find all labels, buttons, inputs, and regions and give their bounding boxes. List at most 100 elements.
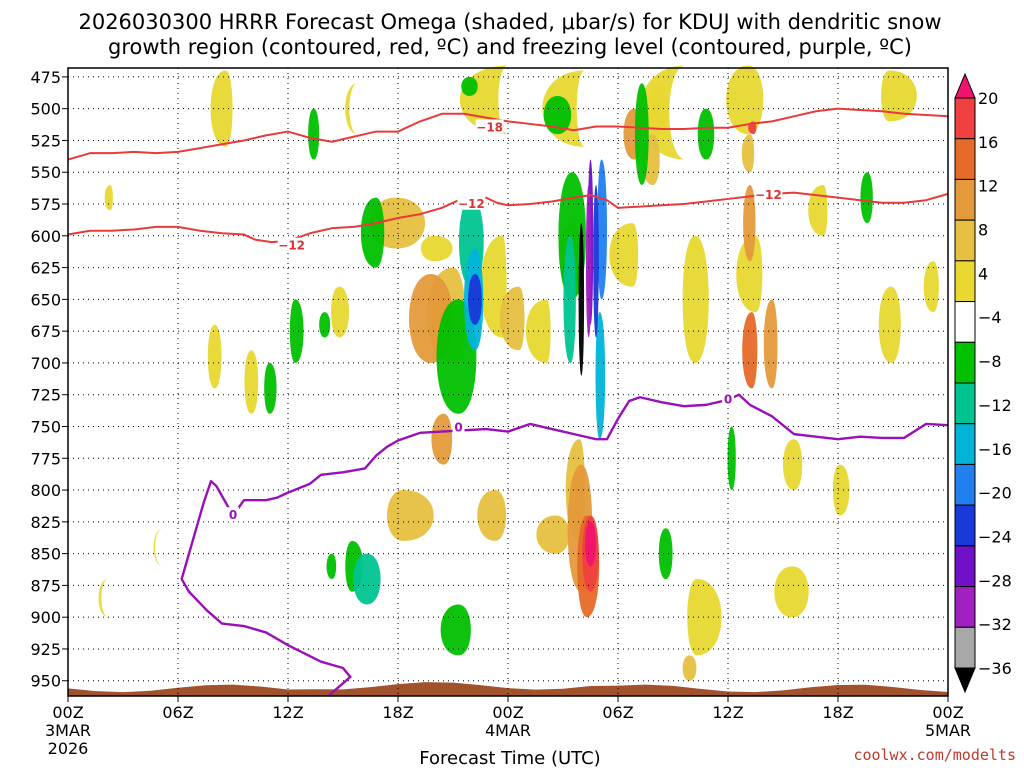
colorbar-label-0: 20 — [978, 89, 998, 108]
contour-label-bg-6 — [227, 507, 239, 522]
colorbar-label-11: −28 — [978, 571, 1012, 590]
y-tick-label-6: 625 — [30, 259, 61, 278]
omega-region-32 — [477, 490, 507, 541]
omega-region-62 — [634, 83, 649, 185]
omega-region-43 — [743, 184, 756, 262]
colorbar-swatch-6 — [954, 301, 976, 343]
x-tick-label-6: 12Z — [712, 703, 743, 722]
colorbar-label-8: −16 — [978, 440, 1012, 459]
omega-region-18 — [609, 223, 639, 287]
colorbar-label-5: −4 — [978, 308, 1002, 327]
colorbar-label-12: −32 — [978, 615, 1012, 634]
colorbar-swatch-13 — [954, 586, 976, 628]
y-tick-label-5: 600 — [30, 227, 61, 246]
omega-region-54 — [326, 553, 337, 580]
omega-region-33 — [536, 515, 570, 554]
x-tick-label-4: 00Z — [492, 703, 523, 722]
omega-region-27 — [774, 566, 809, 618]
omega-region-64 — [860, 172, 873, 224]
omega-region-0 — [104, 184, 113, 211]
omega-region-57 — [360, 197, 385, 268]
omega-region-13 — [244, 350, 259, 414]
y-tick-label-19: 950 — [30, 672, 61, 691]
chart-title-line2: growth region (contoured, red, ºC) and f… — [108, 35, 912, 59]
colorbar-arrow-top — [954, 72, 976, 99]
colorbar-swatch-3 — [954, 178, 976, 221]
omega-region-25 — [923, 261, 939, 313]
omega-region-53 — [319, 312, 331, 338]
omega-region-31 — [499, 286, 525, 351]
credit-text: coolwx.com/modelts — [853, 746, 1016, 764]
colorbar-label-6: −8 — [978, 352, 1002, 371]
colorbar-swatch-1 — [954, 97, 976, 140]
contour-label-4: 0 — [454, 420, 462, 434]
contour-label-0: −18 — [476, 120, 503, 134]
y-tick-label-0: 475 — [30, 68, 61, 87]
omega-region-67 — [353, 553, 381, 605]
x-tick-sub1-8: 5MAR — [925, 721, 971, 740]
omega-region-22 — [783, 439, 803, 491]
omega-region-44 — [763, 299, 778, 389]
omega-region-14 — [331, 286, 349, 338]
grid — [68, 68, 948, 696]
contour-label-5: 0 — [724, 393, 732, 407]
x-tick-label-8: 00Z — [932, 703, 963, 722]
colorbar-swatch-2 — [954, 138, 976, 180]
colorbar-label-10: −24 — [978, 527, 1012, 546]
x-tick-label-1: 06Z — [162, 703, 193, 722]
y-tick-label-4: 575 — [30, 195, 61, 214]
omega-region-66 — [658, 528, 673, 580]
freezing-level-main — [232, 393, 949, 517]
y-tick-label-1: 500 — [30, 100, 61, 119]
contour-label-bg-5 — [722, 391, 734, 406]
y-tick-label-18: 925 — [30, 640, 61, 659]
colorbar-swatch-9 — [954, 423, 976, 465]
colorbar-swatch-11 — [954, 504, 976, 547]
y-tick-label-10: 725 — [30, 386, 61, 405]
omega-region-37 — [741, 134, 755, 173]
omega-region-12 — [207, 324, 222, 389]
contour-label-bg-4 — [452, 419, 465, 434]
omega-region-69 — [563, 235, 576, 363]
omega-region-73 — [468, 273, 482, 325]
y-tick-label-7: 650 — [30, 290, 61, 309]
omega-region-65 — [727, 426, 736, 491]
omega-region-30 — [387, 490, 434, 541]
y-tick-label-17: 900 — [30, 608, 61, 627]
freezing-level-loop — [180, 479, 352, 697]
colorbar-label-13: −36 — [978, 659, 1012, 678]
x-tick-label-7: 18Z — [822, 703, 853, 722]
omega-region-7 — [808, 184, 828, 236]
colorbar-swatch-10 — [954, 463, 976, 506]
contour-label-3: −12 — [755, 188, 782, 202]
contour-label-bg-3 — [754, 186, 783, 201]
colorbar-label-9: −20 — [978, 484, 1012, 503]
colorbar-swatch-8 — [954, 382, 976, 425]
omega-region-49 — [585, 521, 596, 567]
omega-region-6 — [726, 65, 764, 135]
omega-region-77 — [578, 223, 585, 376]
colorbar-swatch-14 — [954, 626, 976, 669]
y-tick-label-12: 775 — [30, 449, 61, 468]
omega-region-60 — [543, 95, 572, 135]
x-tick-label-2: 12Z — [272, 703, 303, 722]
terrain — [68, 682, 948, 696]
colorbar-arrow-bottom — [954, 667, 976, 694]
omega-region-40 — [431, 413, 453, 465]
omega-region-10 — [98, 579, 109, 618]
omega-region-50 — [308, 108, 320, 160]
y-tick-label-3: 550 — [30, 163, 61, 182]
contour-label-6: 0 — [229, 508, 237, 522]
omega-region-38 — [682, 655, 697, 681]
contour-minus12 — [67, 191, 949, 244]
x-tick-sub1-4: 4MAR — [485, 721, 531, 740]
omega-region-51 — [264, 362, 277, 414]
x-tick-sub1-0: 3MAR — [45, 721, 91, 740]
omega-region-15 — [420, 235, 453, 262]
omega-region-16 — [480, 235, 507, 338]
y-tick-label-13: 800 — [30, 481, 61, 500]
omega-region-63 — [697, 108, 715, 160]
x-tick-label-3: 18Z — [382, 703, 413, 722]
colorbar-swatch-5 — [954, 260, 976, 303]
